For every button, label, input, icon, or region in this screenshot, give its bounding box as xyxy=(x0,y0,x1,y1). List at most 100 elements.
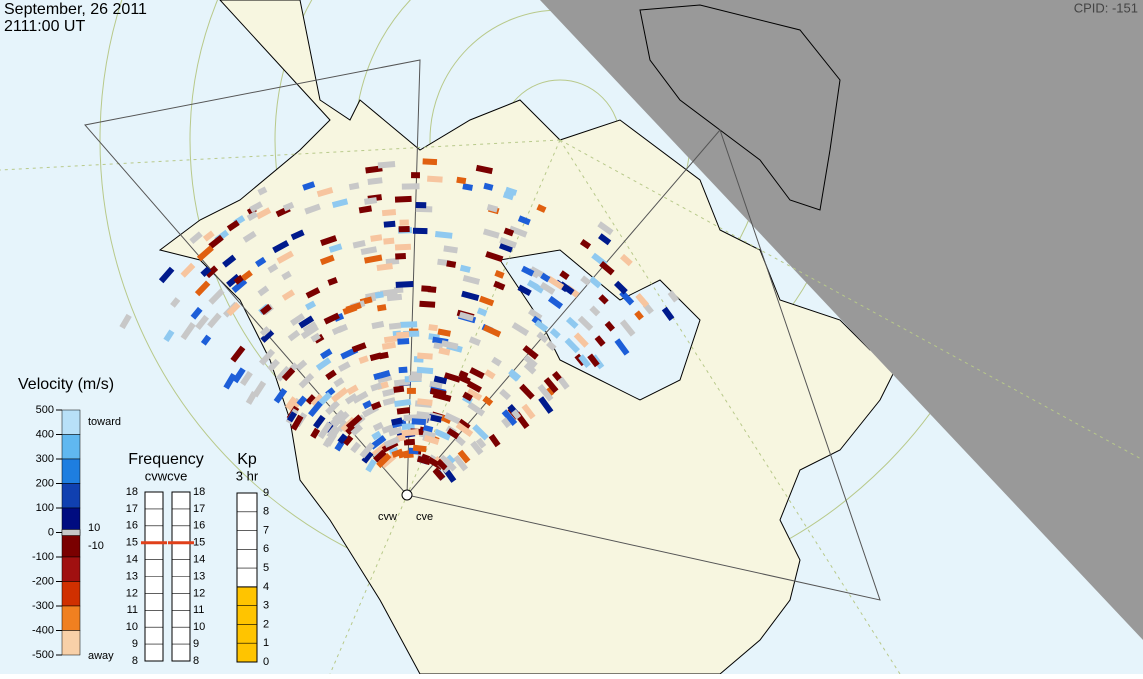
kp-tick-label: 5 xyxy=(263,562,269,574)
frequency-tick-label: 15 xyxy=(193,537,205,549)
frequency-tick-label: 13 xyxy=(126,570,138,582)
radar-cell xyxy=(527,308,543,321)
radar-cell xyxy=(170,297,181,308)
radar-cell xyxy=(361,450,374,464)
frequency-tick-label: 9 xyxy=(132,638,138,650)
radar-cell xyxy=(320,348,333,360)
radar-cell xyxy=(667,290,679,303)
radar-cell xyxy=(376,304,387,312)
radar-cell xyxy=(453,454,469,472)
radar-cell xyxy=(499,242,514,253)
radar-cell xyxy=(412,227,428,235)
radar-cell xyxy=(504,186,518,196)
velocity-tick-label: 300 xyxy=(36,453,54,465)
radar-cell xyxy=(403,438,416,446)
radar-cell xyxy=(435,458,448,471)
radar-cell xyxy=(267,263,279,274)
inner-label: 10 xyxy=(88,522,100,534)
radar-cell xyxy=(580,275,591,286)
radar-cell xyxy=(180,262,196,278)
radar-cell xyxy=(522,345,539,360)
radar-cell xyxy=(281,367,296,382)
radar-cell xyxy=(259,326,271,337)
radar-cell xyxy=(382,388,396,397)
radar-cell xyxy=(226,219,240,232)
radar-cell xyxy=(635,292,650,308)
radar-cell xyxy=(597,221,614,236)
radar-cell xyxy=(260,329,275,343)
radar-cell xyxy=(317,391,333,407)
radar-cell xyxy=(446,427,460,440)
velocity-tick-label: 400 xyxy=(36,428,54,440)
radar-cell xyxy=(391,448,404,458)
radar-cell xyxy=(376,452,392,469)
velocity-tick-label: -500 xyxy=(32,649,54,661)
velocity-tick-label: 500 xyxy=(36,404,54,416)
radar-cell xyxy=(358,355,369,364)
radar-cell xyxy=(272,240,290,254)
radar-cell xyxy=(232,367,246,384)
kp-tick-label: 6 xyxy=(263,543,269,555)
kp-subtitle: 3 hr xyxy=(236,468,259,483)
radar-label: cvw xyxy=(378,511,397,523)
radar-cell xyxy=(594,335,606,347)
radar-cell xyxy=(482,228,500,239)
radar-cell xyxy=(427,175,443,183)
radar-cell xyxy=(275,365,291,382)
radar-cell xyxy=(380,453,397,469)
kp-tick-label: 4 xyxy=(263,581,269,593)
radar-cell xyxy=(408,375,422,382)
radar-cell xyxy=(551,371,562,382)
radar-cell xyxy=(395,280,414,288)
radar-cell xyxy=(395,252,406,260)
radar-cell xyxy=(390,417,403,426)
radar-cell xyxy=(200,266,212,277)
radar-cell xyxy=(320,235,338,246)
radar-cell xyxy=(634,310,644,321)
radar-cell xyxy=(501,417,512,429)
radar-cell xyxy=(207,312,222,329)
frequency-tick-label: 8 xyxy=(193,655,199,667)
frequency-tick-label: 11 xyxy=(127,604,138,616)
radar-cell xyxy=(305,394,317,405)
radar-cell xyxy=(196,245,214,262)
radar-cell xyxy=(290,414,304,431)
radar-cell xyxy=(491,356,502,367)
colorbar-segment xyxy=(61,483,81,509)
radar-cell xyxy=(483,182,494,191)
radar-cell xyxy=(614,338,630,356)
radar-cell xyxy=(416,455,431,466)
radar-cell xyxy=(578,354,591,368)
kp-title: Kp xyxy=(237,451,257,468)
radar-cell xyxy=(310,393,324,407)
radar-cell xyxy=(331,387,349,403)
radar-cell xyxy=(342,434,354,447)
radar-cell xyxy=(427,286,437,293)
radar-cell xyxy=(325,400,340,416)
radar-cell xyxy=(539,281,556,295)
radar-cell xyxy=(557,376,570,390)
radar-cell xyxy=(521,403,536,420)
radar-cell xyxy=(377,161,396,169)
radar-cell xyxy=(388,322,402,330)
radar-cell xyxy=(388,426,403,437)
radar-cell xyxy=(226,273,241,288)
radar-cell xyxy=(383,220,396,228)
radar-cell xyxy=(412,444,427,453)
radar-cell xyxy=(438,347,451,356)
radar-cell xyxy=(383,436,400,448)
radar-cell xyxy=(337,433,348,445)
radar-label: cve xyxy=(416,511,433,523)
radar-cell xyxy=(613,280,628,295)
radar-cell xyxy=(482,324,502,338)
radar-cell xyxy=(315,357,332,371)
radar-cell xyxy=(189,231,203,244)
radar-cell xyxy=(400,321,418,328)
radar-cell xyxy=(511,322,530,337)
radar-cell xyxy=(371,320,385,330)
radar-cell xyxy=(475,437,487,449)
radar-cell xyxy=(488,433,501,448)
radar-cell xyxy=(599,261,615,276)
radar-cell xyxy=(362,400,373,410)
radar-cell xyxy=(434,230,453,239)
